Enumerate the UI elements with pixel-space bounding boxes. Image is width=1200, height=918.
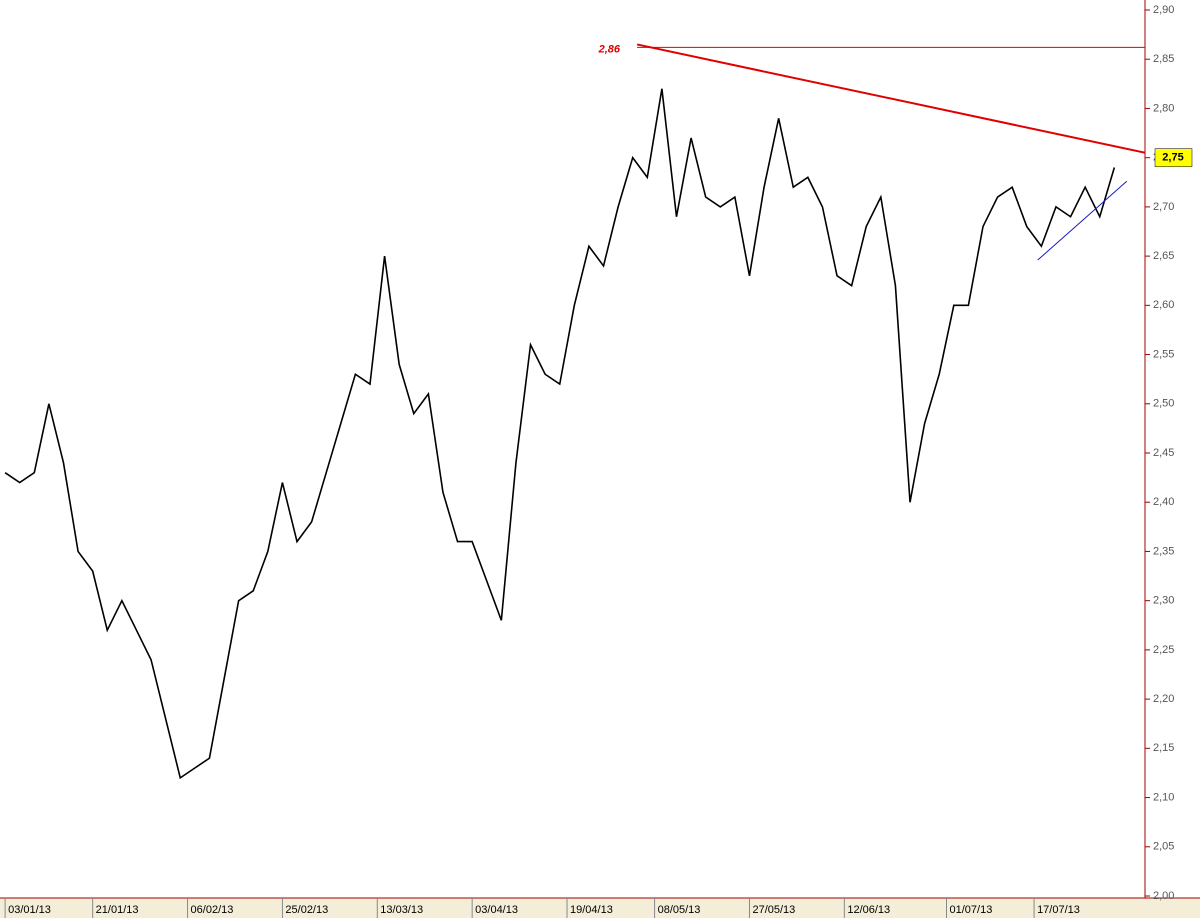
x-tick-label: 03/01/13 [8, 904, 51, 916]
last-price-label: 2,75 [1162, 152, 1183, 164]
x-tick-label: 25/02/13 [285, 904, 328, 916]
y-tick-label: 2,60 [1153, 299, 1174, 311]
y-tick-label: 2,15 [1153, 742, 1174, 754]
y-tick-label: 2,90 [1153, 4, 1174, 16]
x-tick-label: 17/07/13 [1037, 904, 1080, 916]
x-tick-label: 06/02/13 [191, 904, 234, 916]
trend-line [636, 43, 1146, 154]
price-line [4, 88, 1116, 780]
x-axis-strip [0, 898, 1200, 918]
x-tick-label: 03/04/13 [475, 904, 518, 916]
x-tick-label: 19/04/13 [570, 904, 613, 916]
y-tick-label: 2,40 [1153, 496, 1174, 508]
y-tick-label: 2,45 [1153, 447, 1174, 459]
y-tick-label: 2,25 [1153, 644, 1174, 656]
x-tick-label: 08/05/13 [658, 904, 701, 916]
y-tick-label: 2,55 [1153, 348, 1174, 360]
peak-label: 2,86 [598, 43, 621, 55]
y-tick-label: 2,00 [1153, 890, 1174, 902]
y-tick-label: 2,70 [1153, 201, 1174, 213]
x-tick-label: 13/03/13 [380, 904, 423, 916]
y-tick-label: 2,35 [1153, 545, 1174, 557]
x-tick-label: 27/05/13 [752, 904, 795, 916]
y-tick-label: 2,05 [1153, 841, 1174, 853]
x-tick-label: 01/07/13 [950, 904, 993, 916]
y-tick-label: 2,10 [1153, 791, 1174, 803]
y-tick-label: 2,85 [1153, 53, 1174, 65]
y-tick-label: 2,65 [1153, 250, 1174, 262]
y-tick-label: 2,50 [1153, 398, 1174, 410]
x-tick-label: 12/06/13 [847, 904, 890, 916]
y-tick-label: 2,30 [1153, 595, 1174, 607]
x-tick-label: 21/01/13 [96, 904, 139, 916]
trend-line [1037, 180, 1128, 261]
last-price-box [1154, 148, 1193, 167]
y-tick-label: 2,20 [1153, 693, 1174, 705]
y-tick-label: 2,80 [1153, 102, 1174, 114]
